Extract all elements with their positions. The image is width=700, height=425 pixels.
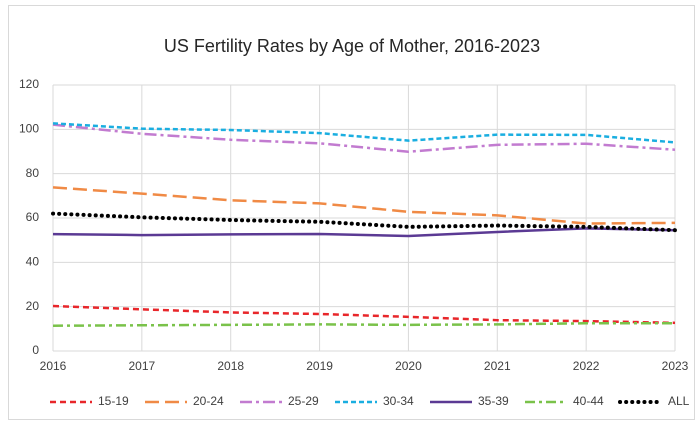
series-line [51,211,677,233]
x-tick-label: 2016 [40,359,67,373]
x-tick-label: 2017 [129,359,156,373]
y-tick-label: 60 [26,210,40,224]
legend-label: 40-44 [573,394,604,408]
legend-label: 15-19 [98,394,129,408]
x-tick-label: 2020 [395,359,422,373]
series-line [52,304,676,325]
series-line [52,227,676,238]
series-line [52,186,676,225]
y-tick-label: 100 [19,122,39,136]
x-tick-label: 2021 [484,359,511,373]
chart-border [8,5,695,420]
y-tick-label: 20 [26,299,40,313]
chart-title: US Fertility Rates by Age of Mother, 201… [164,36,540,56]
legend-label: 25-29 [288,394,319,408]
y-tick-label: 120 [19,77,39,91]
y-tick-label: 0 [32,343,39,357]
y-tick-label: 40 [26,255,40,269]
x-tick-label: 2022 [573,359,600,373]
legend-label: 20-24 [193,394,224,408]
x-tick-label: 2019 [306,359,333,373]
series-line [52,322,675,327]
y-tick-label: 80 [26,166,40,180]
legend-label: ALL [668,394,690,408]
x-tick-label: 2023 [662,359,689,373]
x-tick-label: 2018 [217,359,244,373]
legend-label: 35-39 [478,394,509,408]
legend-label: 30-34 [383,394,414,408]
